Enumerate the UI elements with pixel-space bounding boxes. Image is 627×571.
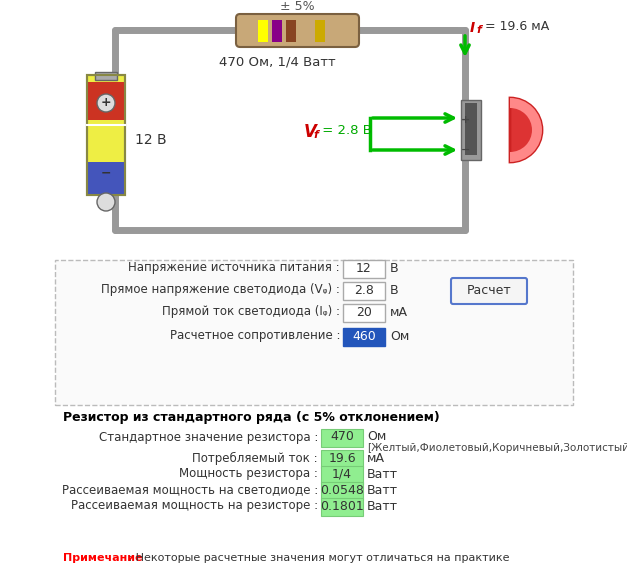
- Text: Ватт: Ватт: [367, 484, 398, 497]
- Text: I: I: [470, 21, 475, 35]
- FancyBboxPatch shape: [236, 14, 359, 47]
- Text: Мощность резистора :: Мощность резистора :: [179, 468, 318, 481]
- Text: 1/4: 1/4: [332, 468, 352, 481]
- Text: В: В: [390, 283, 399, 296]
- FancyBboxPatch shape: [321, 482, 363, 500]
- Bar: [315, 20, 325, 42]
- Bar: [87, 75, 125, 195]
- Circle shape: [97, 193, 115, 211]
- FancyBboxPatch shape: [343, 304, 385, 322]
- Text: Рассеиваемая мощность на светодиоде :: Рассеиваемая мощность на светодиоде :: [61, 484, 318, 497]
- Text: +: +: [461, 115, 471, 125]
- FancyBboxPatch shape: [55, 260, 573, 405]
- Text: [Желтый,Фиолетовый,Коричневый,Золотистый]: [Желтый,Фиолетовый,Коричневый,Золотистый…: [367, 443, 627, 453]
- Circle shape: [97, 94, 115, 112]
- Text: V: V: [304, 123, 317, 141]
- Bar: [95, 72, 117, 80]
- Text: Рассеиваемая мощность на резисторе :: Рассеиваемая мощность на резисторе :: [71, 500, 318, 513]
- Text: Прямое напряжение светодиода (Vᵩ) :: Прямое напряжение светодиода (Vᵩ) :: [101, 283, 340, 296]
- Bar: [272, 20, 282, 42]
- Bar: [258, 20, 268, 42]
- Text: Напряжение источника питания :: Напряжение источника питания :: [129, 262, 340, 275]
- Text: Потребляемый ток :: Потребляемый ток :: [192, 452, 318, 465]
- Text: 0.1801: 0.1801: [320, 500, 364, 513]
- Text: Стандартное значение резистора :: Стандартное значение резистора :: [98, 431, 318, 444]
- FancyBboxPatch shape: [343, 260, 385, 278]
- Text: = 2.8 В: = 2.8 В: [318, 124, 372, 138]
- Text: 2.8: 2.8: [354, 283, 374, 296]
- Text: : Некоторые расчетные значения могут отличаться на практике: : Некоторые расчетные значения могут отл…: [125, 553, 510, 563]
- FancyBboxPatch shape: [321, 466, 363, 484]
- Text: 470 Ом, 1/4 Ватт: 470 Ом, 1/4 Ватт: [219, 55, 335, 69]
- Text: 470: 470: [330, 431, 354, 444]
- Text: 0.0548: 0.0548: [320, 484, 364, 497]
- Text: f: f: [476, 25, 481, 35]
- FancyBboxPatch shape: [343, 328, 385, 346]
- Text: 460: 460: [352, 329, 376, 343]
- Text: Ом: Ом: [390, 329, 409, 343]
- Text: мА: мА: [367, 452, 385, 464]
- Text: f: f: [313, 130, 318, 140]
- Text: = 19.6 мА: = 19.6 мА: [481, 21, 549, 34]
- FancyBboxPatch shape: [321, 450, 363, 468]
- Text: Ватт: Ватт: [367, 468, 398, 481]
- Bar: [87, 82, 125, 120]
- FancyBboxPatch shape: [321, 429, 363, 447]
- Text: мА: мА: [390, 305, 408, 319]
- Text: В: В: [390, 262, 399, 275]
- FancyBboxPatch shape: [343, 282, 385, 300]
- Text: Расчет: Расчет: [466, 284, 512, 297]
- Bar: [461, 100, 481, 160]
- Text: 20: 20: [356, 305, 372, 319]
- Text: 12: 12: [356, 262, 372, 275]
- Text: ± 5%: ± 5%: [280, 0, 314, 13]
- Text: +: +: [101, 96, 112, 110]
- Text: −: −: [101, 167, 111, 179]
- Text: Расчетное сопротивление :: Расчетное сопротивление :: [169, 329, 340, 343]
- Bar: [286, 20, 296, 42]
- Text: Резистор из стандартного ряда (с 5% отклонением): Резистор из стандартного ряда (с 5% откл…: [63, 412, 440, 424]
- Text: 19.6: 19.6: [328, 452, 356, 464]
- FancyBboxPatch shape: [451, 278, 527, 304]
- Bar: [87, 162, 125, 195]
- Wedge shape: [510, 98, 542, 162]
- Text: −: −: [461, 145, 471, 155]
- Wedge shape: [510, 98, 542, 162]
- Bar: [465, 103, 477, 155]
- Bar: [87, 75, 125, 195]
- Text: 12 В: 12 В: [135, 133, 167, 147]
- Text: Ом: Ом: [367, 431, 386, 444]
- Text: Прямой ток светодиода (Iᵩ) :: Прямой ток светодиода (Iᵩ) :: [162, 305, 340, 319]
- Text: Примечание: Примечание: [63, 553, 142, 563]
- Text: Ватт: Ватт: [367, 500, 398, 513]
- FancyBboxPatch shape: [321, 498, 363, 516]
